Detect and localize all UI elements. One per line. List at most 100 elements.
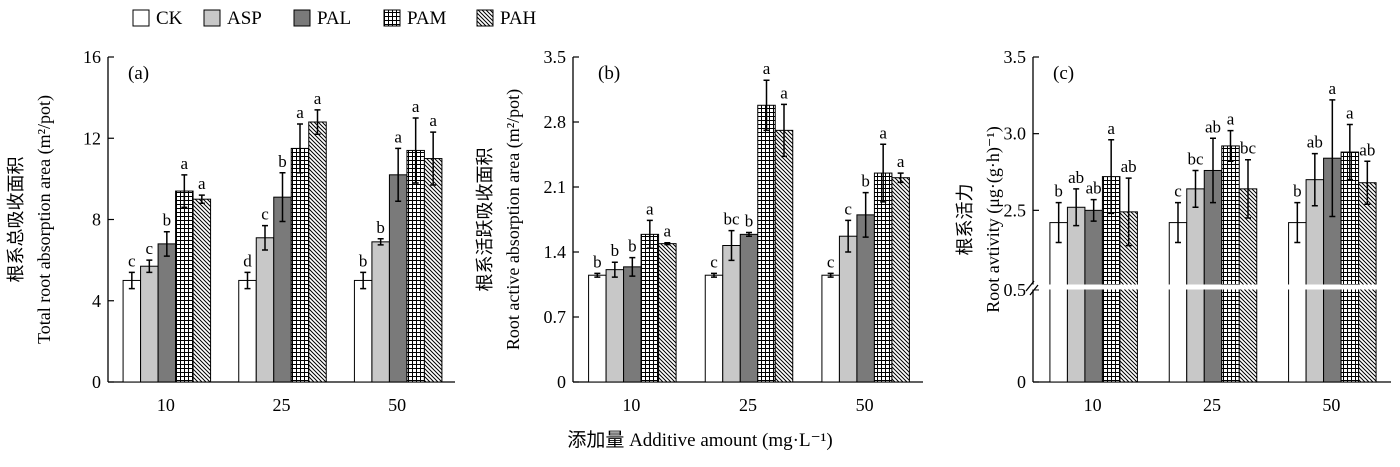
error-bar: [146, 259, 153, 274]
y-tick-label: 0.5: [1004, 280, 1027, 300]
error-bar: [664, 241, 671, 246]
bar-pal-25: [273, 196, 292, 383]
significance-label: c: [128, 251, 136, 270]
y-tick-label: 3.5: [1004, 47, 1027, 67]
bar-ck-25: [1168, 222, 1188, 383]
significance-label: a: [664, 222, 672, 241]
legend-swatch-pam: [383, 9, 401, 27]
panel-label: (b): [598, 63, 620, 84]
significance-label: b: [611, 241, 620, 260]
y-tick-label: 2.8: [544, 112, 567, 132]
error-bar: [711, 272, 717, 278]
y-axis-title-cn: 根系活力: [955, 184, 975, 256]
significance-label: bc: [1240, 139, 1257, 158]
y-tick-label: 2.5: [1004, 200, 1027, 220]
bar-asp-50: [838, 235, 858, 383]
y-tick-label: 3.5: [544, 47, 567, 67]
y-tick-label: 8: [92, 210, 101, 230]
significance-label: a: [1329, 79, 1337, 98]
y-tick-label: 16: [83, 47, 101, 67]
chart-panel-b: 0 0.7 1.4 2.1 2.8 3.5 根系活跃吸收面积 Root active abso…: [475, 47, 923, 415]
legend-swatch-asp: [203, 9, 221, 27]
error-bar: [1346, 123, 1353, 181]
legend-label-pah: PAH: [500, 8, 537, 29]
bar-pah-50: [423, 158, 443, 383]
significance-label: ab: [1121, 157, 1137, 176]
bar-asp-25: [255, 237, 275, 383]
error-bar: [262, 224, 268, 251]
legend-item-pah: PAH: [476, 8, 537, 29]
significance-label: a: [429, 111, 437, 130]
axis-break-gap: [1025, 284, 1391, 290]
bar-pal-50: [856, 214, 875, 383]
significance-label: c: [1174, 182, 1182, 201]
y-axis-title-cn: 根系活跃吸收面积: [475, 148, 495, 292]
significance-label: b: [278, 152, 287, 171]
significance-label: a: [412, 97, 420, 116]
bar-asp-10: [140, 265, 159, 383]
bar-pam-50: [406, 149, 425, 383]
y-tick-label: 3.0: [1004, 124, 1027, 144]
bar-pam-10: [175, 190, 194, 383]
significance-label: a: [1107, 119, 1115, 138]
x-tick-label: 10: [157, 395, 175, 415]
y-tick-label: 0: [1017, 372, 1026, 392]
legend: CK ASP PAL PAM PAH: [132, 8, 537, 29]
error-bar: [1311, 152, 1318, 207]
legend-item-pam: PAM: [383, 8, 447, 29]
y-tick-label: 0.7: [544, 307, 567, 327]
significance-label: b: [593, 252, 602, 271]
y-axis-title-en: Total root absorption area (m²/pot): [34, 95, 55, 344]
error-bar: [1192, 169, 1199, 209]
bar-ck-25: [704, 274, 724, 383]
x-tick-label: 25: [1203, 395, 1221, 415]
x-axis-title: 添加量 Additive amount (mg·L⁻¹): [567, 430, 833, 451]
x-tick-label: 50: [856, 395, 874, 415]
y-tick-label: 1.4: [544, 242, 567, 262]
significance-label: a: [780, 83, 788, 102]
bar-pal-50: [388, 174, 408, 383]
axis-break-mark: [1025, 280, 1039, 296]
y-axis-title-cn: 根系总吸收面积: [6, 157, 26, 283]
bar-pal-10: [157, 243, 177, 383]
significance-label: b: [163, 211, 172, 230]
error-bar: [594, 272, 601, 278]
significance-label: a: [181, 154, 189, 173]
error-bar: [430, 131, 437, 186]
significance-label: a: [879, 123, 887, 142]
legend-item-asp: ASP: [203, 8, 262, 29]
error-bar: [360, 271, 367, 290]
error-bar: [1055, 201, 1062, 244]
error-bar: [163, 230, 170, 257]
error-bar: [377, 238, 384, 246]
significance-label: b: [376, 218, 385, 237]
error-bar: [244, 271, 251, 290]
bar-pah-10: [658, 243, 677, 383]
bar-pal-25: [739, 233, 759, 383]
bar-pah-25: [308, 121, 327, 383]
significance-label: a: [646, 199, 654, 218]
significance-label: a: [1227, 110, 1235, 129]
legend-label-ck: CK: [156, 8, 183, 29]
bar-pam-25: [757, 104, 776, 383]
bar-pam-50: [1340, 151, 1360, 383]
significance-label: a: [394, 127, 402, 146]
x-tick-label: 25: [273, 395, 291, 415]
error-bar: [1090, 198, 1097, 222]
bar-ck-25: [238, 279, 257, 383]
bar-ck-50: [1288, 222, 1307, 383]
y-tick-label: 4: [92, 291, 101, 311]
error-bar: [763, 79, 770, 132]
y-axis-title-en: Root avtivity (μg·(g·h)⁻¹): [983, 126, 1004, 313]
significance-label: b: [1293, 182, 1302, 201]
significance-label: ab: [1086, 179, 1102, 198]
error-bar: [1364, 160, 1371, 205]
significance-label: b: [359, 251, 368, 270]
significance-label: a: [296, 103, 304, 122]
bar-asp-50: [371, 241, 390, 383]
bar-ck-10: [588, 274, 607, 383]
error-bar: [1073, 188, 1080, 227]
error-bar: [897, 172, 904, 184]
error-bar: [646, 219, 653, 250]
significance-label: bc: [1187, 149, 1204, 168]
